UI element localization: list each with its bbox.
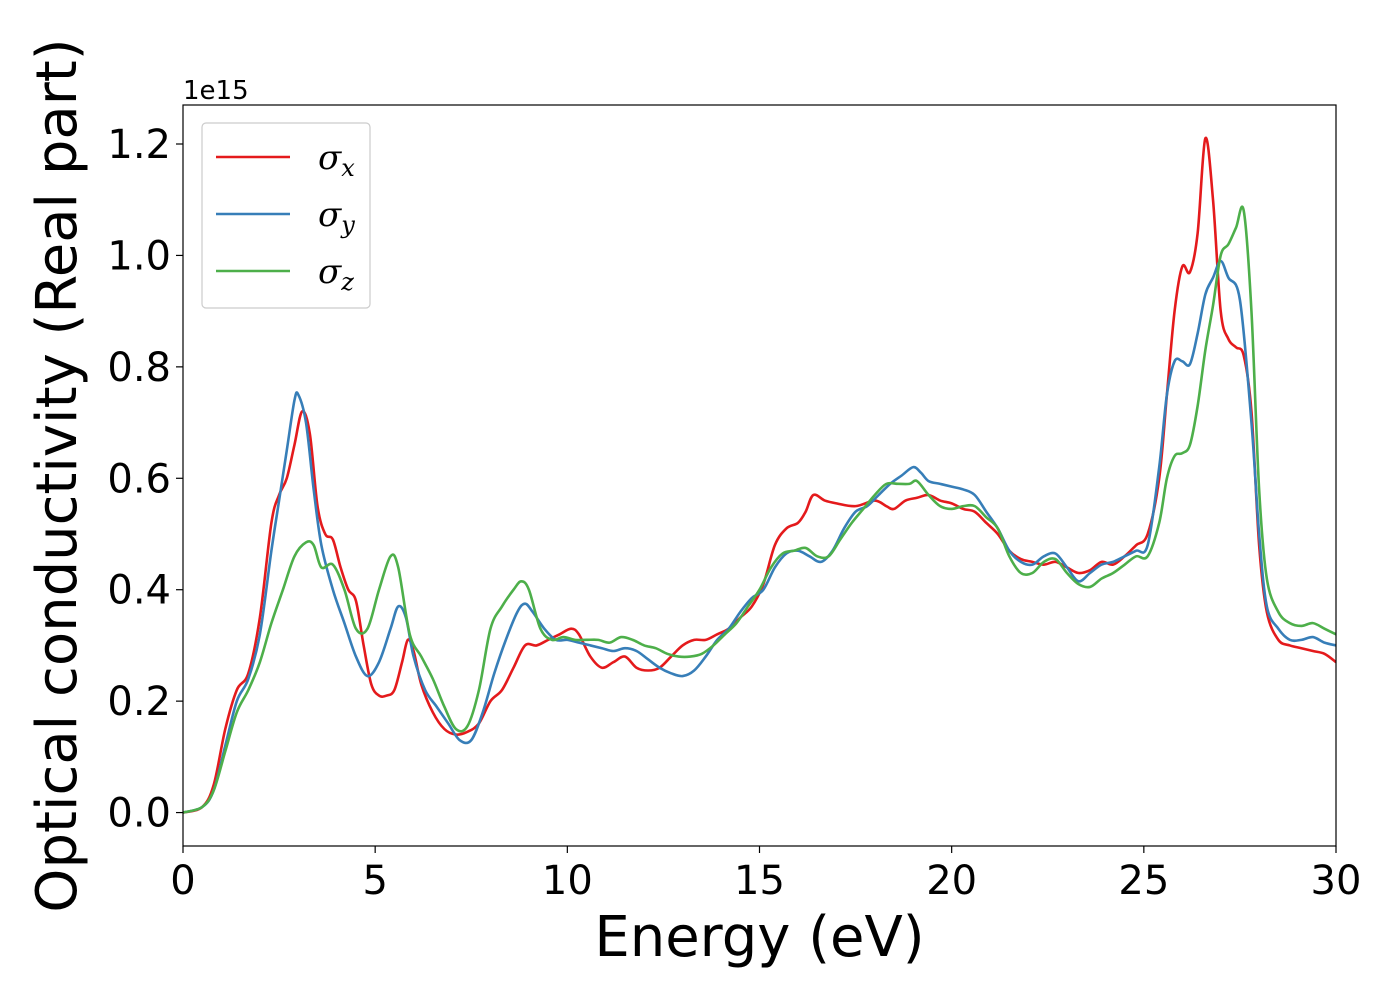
y-axis-title: Optical conductivity (Real part) [25, 38, 90, 912]
y-tick-label: 0.6 [107, 456, 171, 502]
x-tick-label: 5 [362, 858, 387, 904]
y-tick-label: 0.4 [107, 568, 171, 614]
y-tick-label: 1.0 [107, 233, 171, 279]
x-tick-label: 20 [926, 858, 977, 904]
legend-entry-x: σx [318, 138, 355, 182]
x-axis-ticks: 0 5 10 15 20 25 30 [170, 846, 1361, 904]
x-tick-label: 10 [542, 858, 593, 904]
series-line-z [183, 205, 1336, 814]
y-axis-offset-label: 1e15 [183, 76, 249, 106]
x-tick-label: 25 [1118, 858, 1169, 904]
y-tick-label: 0.8 [107, 345, 171, 391]
x-axis-title: Energy (eV) [594, 905, 924, 970]
x-tick-label: 30 [1311, 858, 1362, 904]
series-line-y [183, 259, 1336, 814]
x-tick-label: 15 [734, 858, 785, 904]
x-tick-label: 0 [170, 858, 195, 904]
legend: σx σy σz [201, 122, 371, 309]
series-line-x [183, 136, 1336, 814]
legend-box [201, 122, 371, 309]
legend-entry-y: σy [318, 195, 355, 239]
plot-lines [183, 136, 1336, 814]
legend-entry-z: σz [318, 252, 354, 296]
y-tick-label: 0.2 [107, 679, 171, 725]
y-tick-label: 0.0 [107, 791, 171, 837]
y-tick-label: 1.2 [107, 122, 171, 168]
y-axis-ticks: 0.0 0.2 0.4 0.6 0.8 1.0 1.2 [107, 122, 183, 837]
